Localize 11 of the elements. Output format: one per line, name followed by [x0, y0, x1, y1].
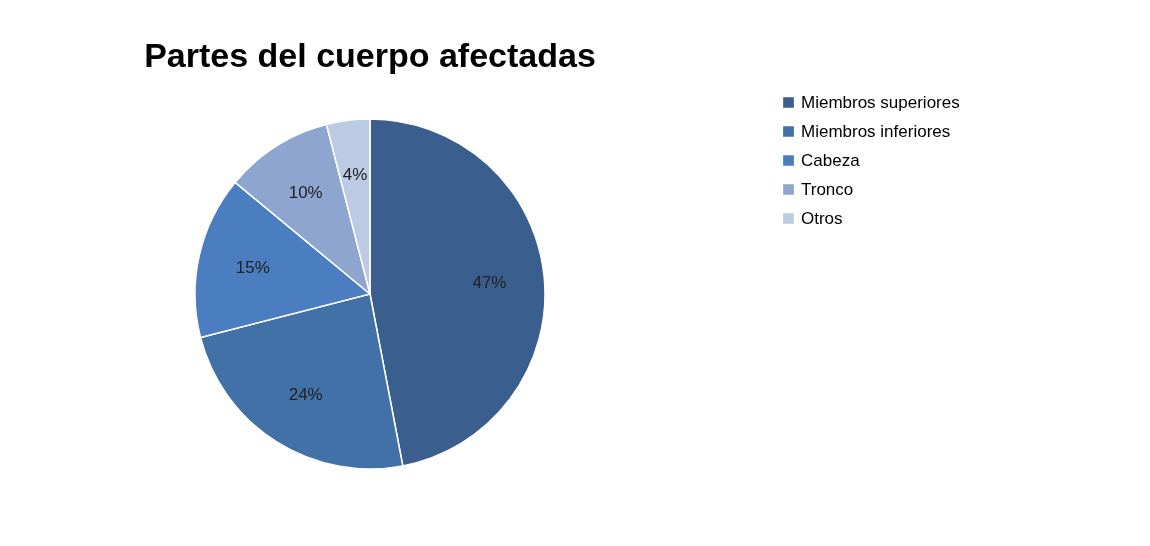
legend-label: Miembros superiores: [801, 92, 960, 112]
data-label: 15%: [235, 257, 270, 277]
legend-label: Tronco: [801, 179, 854, 199]
data-label: 4%: [342, 164, 368, 184]
data-label: 10%: [288, 182, 323, 202]
data-label: 47%: [472, 272, 507, 292]
legend-label: Miembros inferiores: [801, 121, 951, 141]
legend-label: Otros: [801, 208, 843, 228]
legend-label: Cabeza: [801, 150, 861, 170]
data-label: 24%: [288, 385, 323, 405]
chart-title: Partes del cuerpo afectadas: [144, 36, 596, 74]
